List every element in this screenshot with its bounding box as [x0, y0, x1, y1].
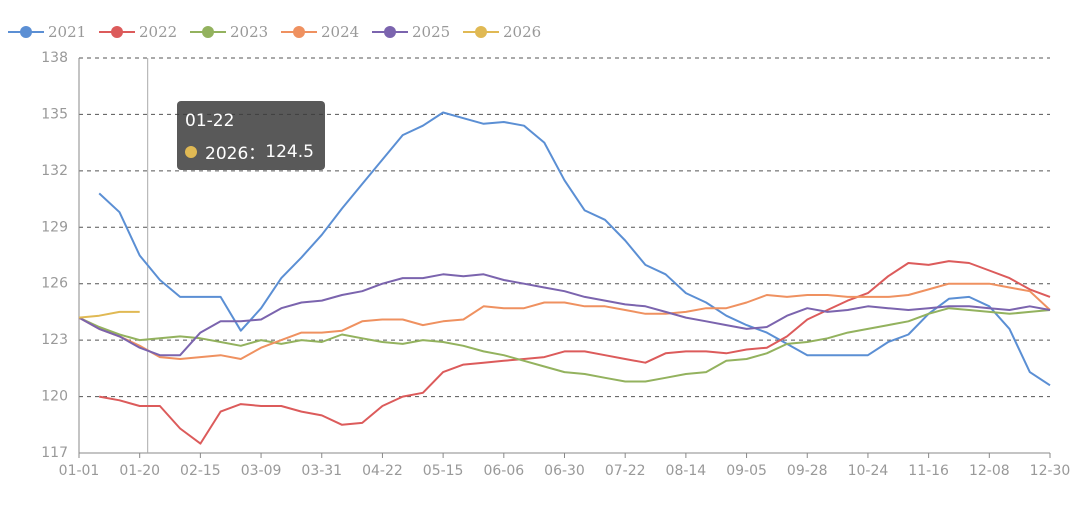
legend-item: 2025	[372, 23, 450, 41]
legend-label: 2023	[230, 23, 268, 41]
series-line	[78, 307, 1051, 383]
y-tick-label: 126	[41, 276, 68, 292]
legend-label: 2025	[412, 23, 450, 41]
x-tick-label: 02-15	[180, 463, 221, 479]
legend-marker	[293, 26, 305, 38]
tooltip-dot	[185, 145, 197, 158]
y-tick-label: 132	[41, 163, 68, 179]
series-line	[99, 260, 1051, 445]
legend-item: 2024	[281, 23, 359, 41]
x-tick-label: 05-15	[423, 463, 464, 479]
legend-marker	[384, 26, 396, 38]
y-tick-label: 138	[41, 50, 68, 66]
y-tick-label: 135	[41, 106, 68, 122]
x-tick-label: 09-05	[726, 463, 767, 479]
tooltip-label: 2026：	[205, 144, 266, 164]
legend-marker	[475, 26, 487, 38]
x-tick-label: 11-16	[908, 463, 949, 479]
legend-label: 2024	[321, 23, 359, 41]
legend-item: 2021	[8, 23, 86, 41]
y-tick-label: 120	[41, 389, 68, 405]
x-tick-label: 06-06	[483, 463, 524, 479]
legend-label: 2022	[139, 23, 177, 41]
x-tick-label: 06-30	[544, 463, 585, 479]
legend-item: 2023	[190, 23, 268, 41]
x-tick-label: 12-08	[969, 463, 1010, 479]
tooltip: 01-22 2026： 124.5	[177, 101, 325, 170]
x-tick-label: 12-30	[1030, 463, 1071, 479]
legend-label: 2021	[48, 23, 86, 41]
series-line	[78, 282, 1051, 360]
series-line	[98, 111, 1051, 387]
x-tick-label: 07-22	[605, 463, 646, 479]
series-line	[78, 273, 1051, 357]
x-tick-label: 08-14	[666, 463, 707, 479]
tooltip-value: 124.5	[265, 141, 314, 162]
tooltip-row: 2026： 124.5	[185, 139, 317, 164]
y-tick-label: 117	[41, 445, 68, 461]
tooltip-title: 01-22	[185, 111, 235, 131]
x-tick-label: 01-01	[59, 463, 100, 479]
x-tick-label: 03-31	[301, 463, 342, 479]
y-tick-label: 123	[41, 332, 68, 348]
x-tick-label: 01-20	[119, 463, 160, 479]
series-line	[78, 310, 140, 319]
x-tick-label: 03-09	[241, 463, 282, 479]
legend-marker	[20, 26, 32, 38]
legend-item: 2026	[463, 23, 541, 41]
x-tick-label: 09-28	[787, 463, 828, 479]
x-tick-label: 04-22	[362, 463, 403, 479]
x-tick-label: 10-24	[848, 463, 889, 479]
legend-marker	[202, 26, 214, 38]
y-tick-label: 129	[41, 219, 68, 235]
legend-item: 2022	[99, 23, 177, 41]
legend-label: 2026	[503, 23, 541, 41]
legend-marker	[111, 26, 123, 38]
